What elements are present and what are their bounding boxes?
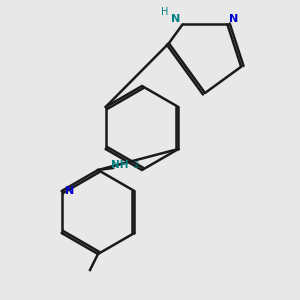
Text: N: N bbox=[65, 186, 74, 196]
Text: H: H bbox=[161, 7, 168, 17]
Text: N: N bbox=[171, 14, 180, 24]
Text: NH: NH bbox=[111, 160, 129, 170]
Text: N: N bbox=[229, 14, 238, 24]
Text: 2: 2 bbox=[134, 160, 139, 169]
